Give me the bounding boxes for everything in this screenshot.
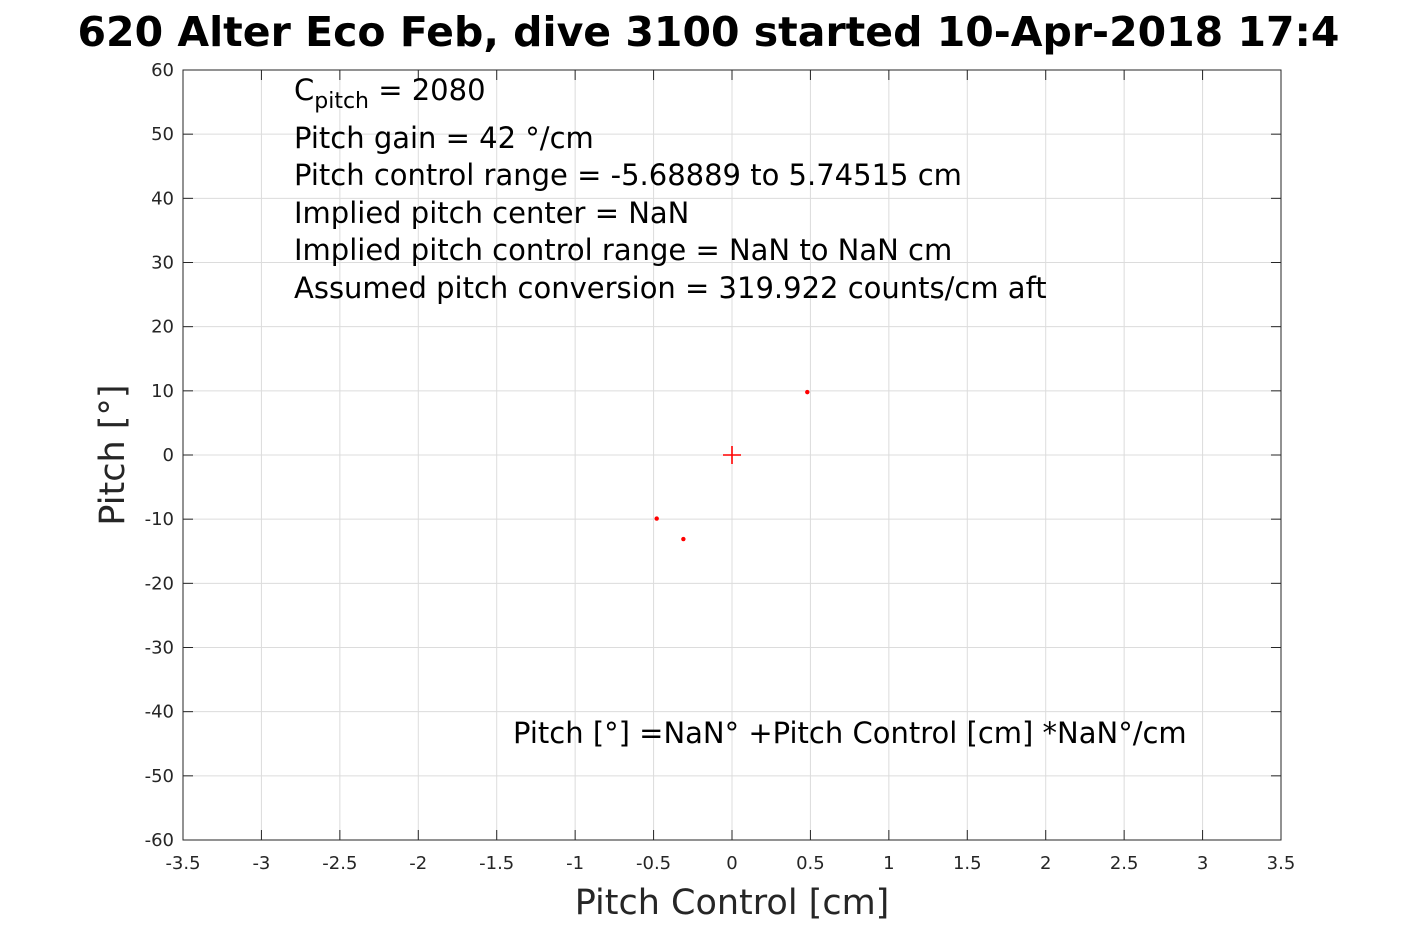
x-tick-label: 3.5 <box>1267 853 1296 874</box>
x-axis-label: Pitch Control [cm] <box>575 883 890 923</box>
y-tick-label: 50 <box>151 124 174 145</box>
pitch-control-range-annotation: Pitch control range = -5.68889 to 5.7451… <box>294 158 962 192</box>
x-tick-label: -3.5 <box>165 853 200 874</box>
fit-equation-annotation: Pitch [°] =NaN° +Pitch Control [cm] *NaN… <box>513 716 1187 750</box>
x-tick-label: 0 <box>726 853 737 874</box>
x-tick-label: -2.5 <box>322 853 357 874</box>
x-tick-label: 2.5 <box>1110 853 1139 874</box>
y-tick-label: 10 <box>151 381 174 402</box>
x-tick-label: -1.5 <box>479 853 514 874</box>
y-axis-ticks: 60 50 40 30 20 10 0 -10 -20 -30 -40 -50 -60 <box>145 60 1281 851</box>
data-point <box>654 516 659 521</box>
data-point <box>681 536 686 542</box>
c-pitch-annotation: Cpitch = 2080 <box>294 72 486 120</box>
center-marker <box>723 446 741 464</box>
y-tick-label: 60 <box>151 60 174 81</box>
pitch-gain-annotation: Pitch gain = 42 °/cm <box>294 121 594 155</box>
c-pitch-subscript: pitch <box>314 89 369 114</box>
y-tick-label: -30 <box>145 638 174 659</box>
implied-pitch-control-range-annotation: Implied pitch control range = NaN to NaN… <box>294 233 953 267</box>
x-tick-label: -1 <box>566 853 584 874</box>
data-point <box>805 389 810 395</box>
y-tick-label: -40 <box>145 702 174 723</box>
chart-title: 620 Alter Eco Feb, dive 3100 started 10-… <box>77 8 1340 56</box>
y-tick-label: 20 <box>151 317 174 338</box>
x-tick-label: 0.5 <box>796 853 825 874</box>
y-axis-label: Pitch [°] <box>93 384 133 525</box>
c-pitch-value: = 2080 <box>369 73 486 107</box>
y-tick-label: 30 <box>151 253 174 274</box>
c-pitch-symbol: C <box>294 73 315 107</box>
x-axis-ticks: -3.5 -3 -2.5 -2 -1.5 -1 -0.5 0 0.5 1 1.5 2 2.5 3 3.5 <box>165 70 1295 874</box>
assumed-pitch-conversion-annotation: Assumed pitch conversion = 319.922 count… <box>294 271 1047 305</box>
x-tick-label: -0.5 <box>636 853 671 874</box>
y-tick-label: 40 <box>151 188 174 209</box>
x-tick-label: -2 <box>409 853 427 874</box>
x-tick-label: 1.5 <box>953 853 982 874</box>
y-tick-label: 0 <box>163 445 174 466</box>
x-tick-label: -3 <box>252 853 270 874</box>
x-tick-label: 3 <box>1197 853 1208 874</box>
y-tick-label: -50 <box>145 766 174 787</box>
implied-pitch-center-annotation: Implied pitch center = NaN <box>294 196 690 230</box>
y-tick-label: -20 <box>145 573 174 594</box>
y-tick-label: -60 <box>145 830 174 851</box>
data-points <box>654 389 810 542</box>
x-tick-label: 1 <box>883 853 894 874</box>
x-tick-label: 2 <box>1040 853 1051 874</box>
y-tick-label: -10 <box>145 509 174 530</box>
